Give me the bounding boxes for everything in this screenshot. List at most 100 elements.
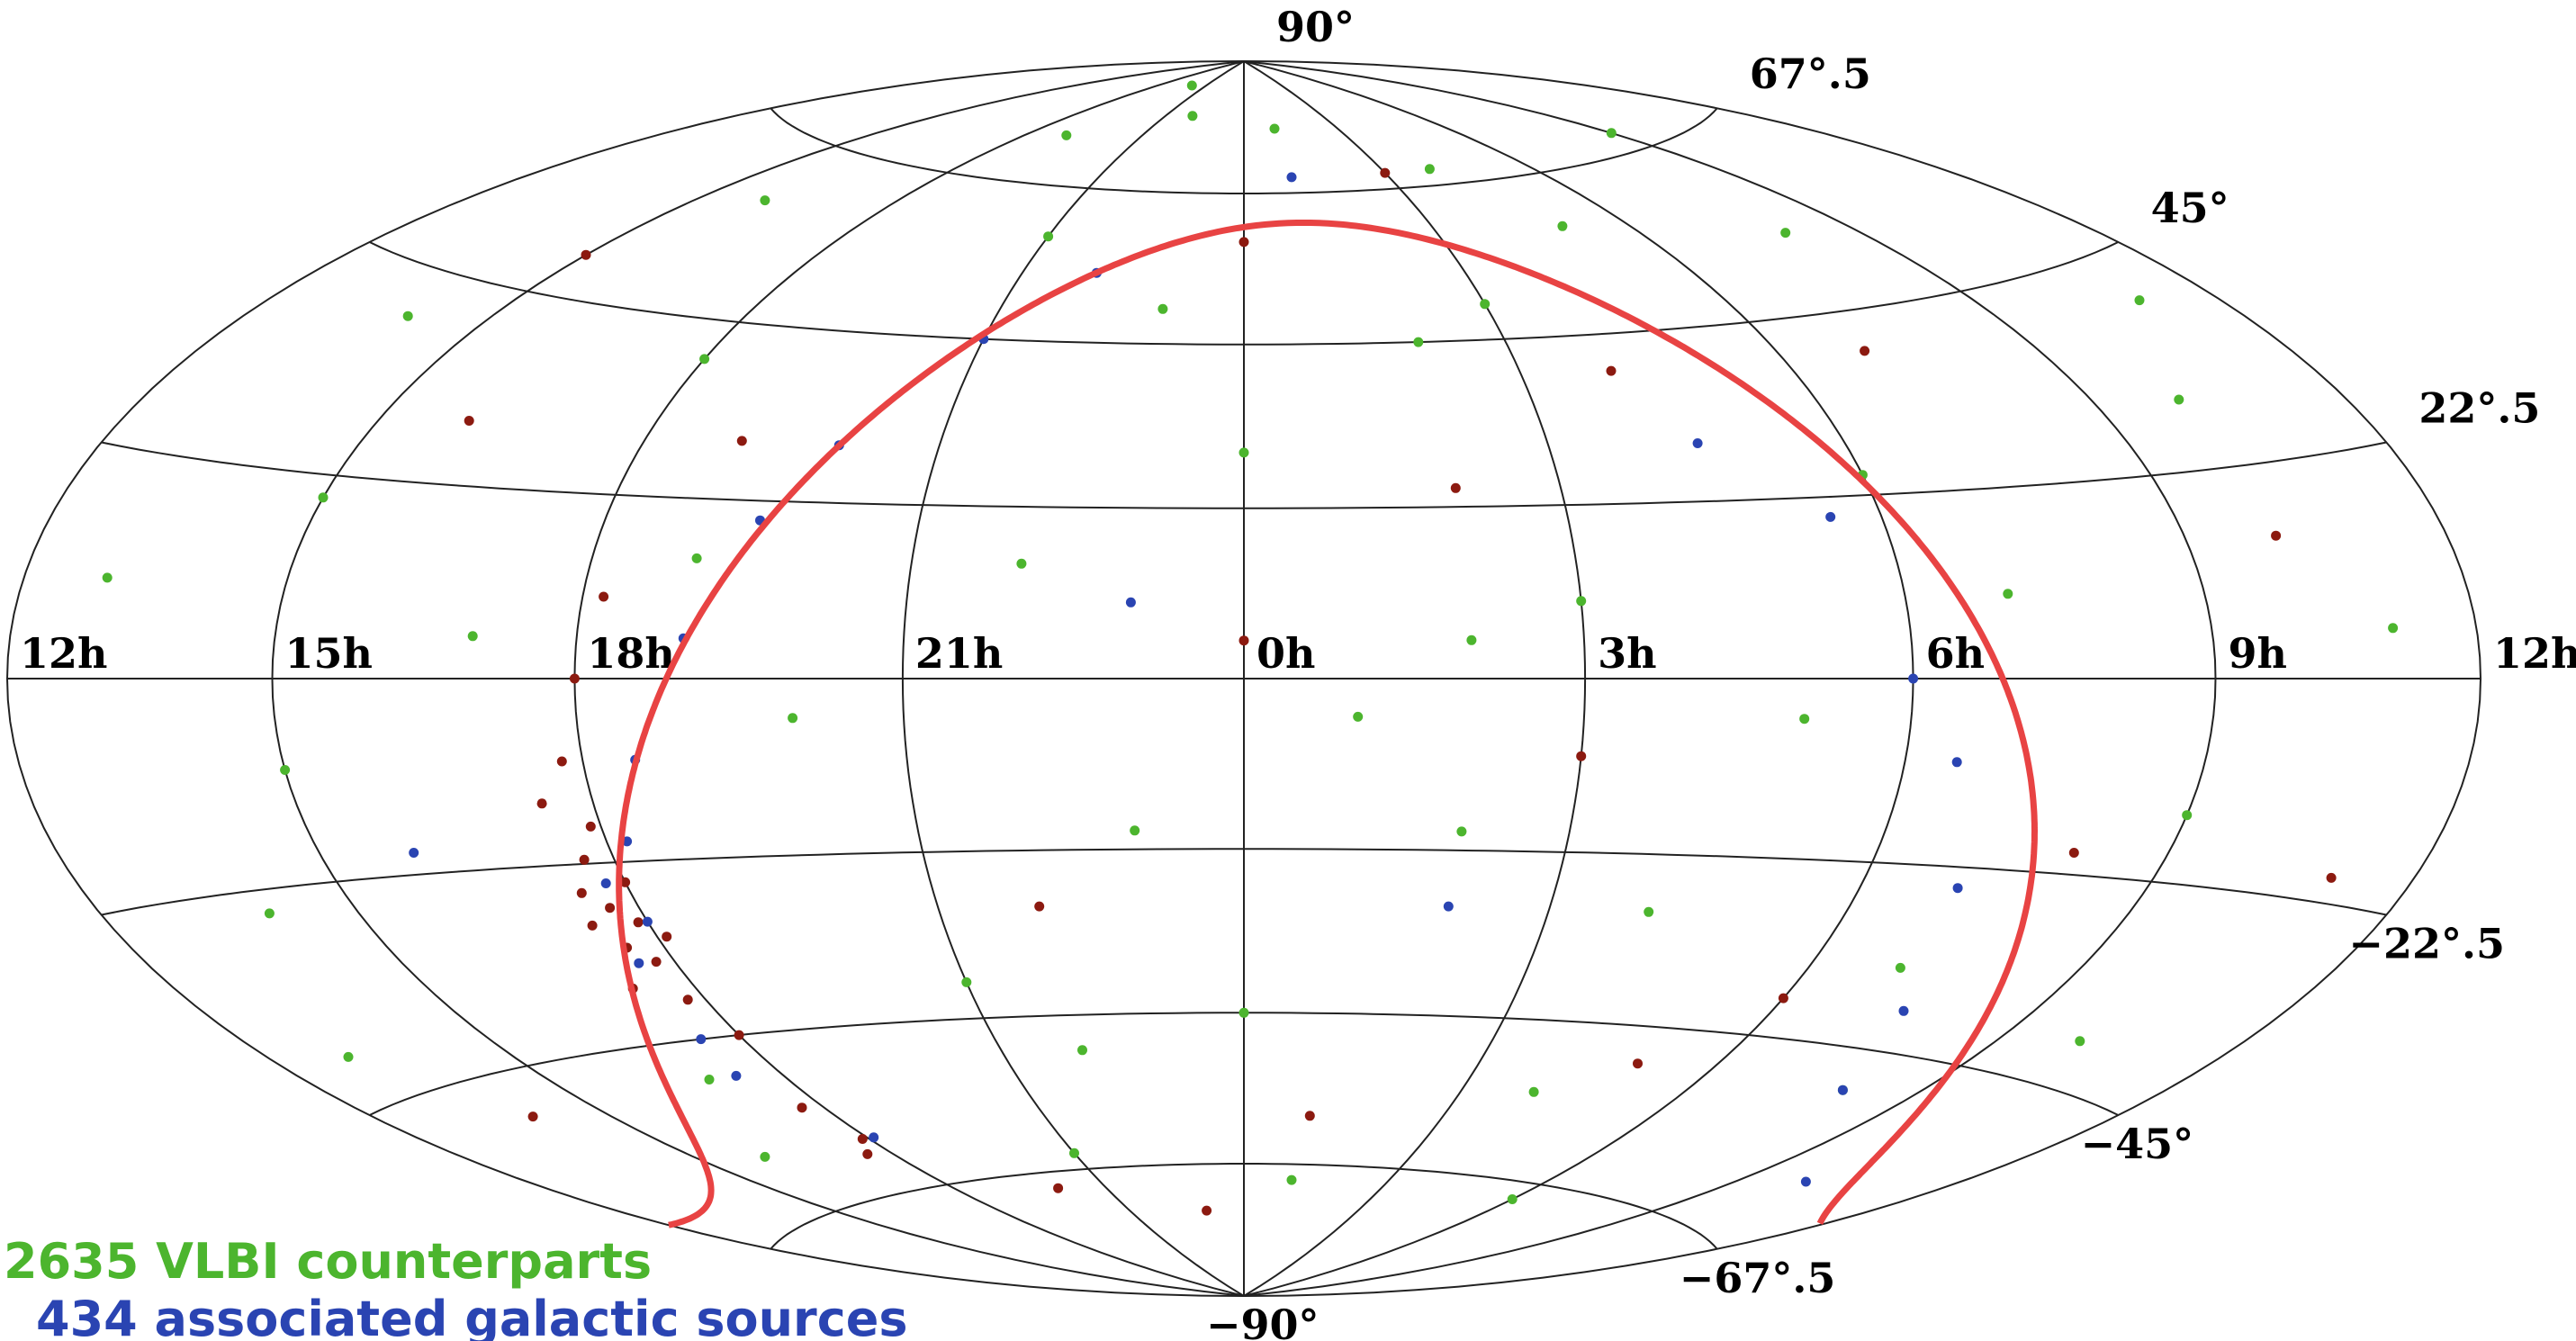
source-dot (1606, 128, 1617, 139)
source-dot (1951, 757, 1962, 768)
meridian (1243, 60, 2482, 1297)
source-dot (760, 1151, 770, 1162)
source-dot (1269, 123, 1280, 134)
galactic-plane (616, 220, 2039, 1228)
source-dot (2271, 530, 2282, 541)
source-dot (1799, 714, 1810, 724)
source-dot (581, 249, 591, 260)
source-dot (2388, 623, 2399, 634)
source-dot (696, 1034, 707, 1045)
source-dot (587, 920, 598, 931)
source-dot (704, 1075, 715, 1084)
source-dot (2075, 1036, 2085, 1047)
parallel (770, 1163, 1718, 1250)
parallel (770, 107, 1718, 194)
source-dot (1606, 365, 1617, 376)
source-dot (699, 354, 710, 364)
source-dot (634, 958, 644, 968)
parallel (101, 848, 2387, 916)
source-dot (961, 976, 972, 987)
source-dot (691, 553, 702, 563)
source-dot (600, 878, 611, 888)
source-dot (605, 903, 616, 914)
source-dot (736, 436, 747, 446)
source-dot (579, 854, 590, 865)
meridian (1243, 60, 2217, 1297)
source-dot (1825, 511, 1836, 522)
source-dot (734, 1030, 744, 1040)
source-dot (1633, 1058, 1643, 1069)
y-tick-label: 90° (1276, 3, 1355, 51)
source-dot (662, 932, 672, 942)
x-tick-label: 12h (2493, 629, 2576, 678)
legend-entry: 434 associated galactic sources (36, 1291, 907, 1341)
y-tick-label: −22°.5 (2348, 920, 2505, 968)
meridian (1243, 60, 1587, 1297)
legend-entry: 2635 VLBI counterparts (4, 1233, 652, 1290)
source-dot (1456, 826, 1467, 837)
source-dot (1450, 482, 1461, 493)
x-tick-label: 6h (1926, 629, 1985, 678)
source-dot (1480, 299, 1491, 310)
source-dot (1202, 1205, 1212, 1216)
y-tick-label: −90° (1206, 1300, 1320, 1341)
source-dot (1413, 337, 1424, 347)
x-tick-label: 9h (2229, 629, 2287, 678)
source-dot (651, 957, 662, 968)
source-dot (731, 1070, 742, 1081)
source-dot (1043, 231, 1054, 242)
source-dot (1125, 597, 1136, 608)
source-dot (1380, 167, 1391, 178)
source-dot (1187, 111, 1198, 122)
x-tick-label: 21h (915, 629, 1003, 678)
source-dot (409, 848, 419, 858)
source-dot (1780, 228, 1791, 238)
source-dot (2068, 848, 2079, 858)
source-dot (2134, 295, 2145, 306)
source-dot (1837, 1084, 1848, 1095)
source-dot (102, 572, 113, 583)
source-dot (797, 1102, 807, 1113)
source-dot (1238, 447, 1249, 458)
source-dot (788, 713, 798, 724)
source-dot (264, 908, 275, 919)
source-dot (1778, 993, 1788, 1004)
y-tick-label: 45° (2151, 184, 2229, 232)
source-dot (2174, 394, 2184, 405)
parallel (101, 441, 2387, 509)
source-dot (1576, 751, 1587, 761)
y-tick-label: −67°.5 (1680, 1254, 1836, 1302)
source-dot (869, 1132, 879, 1143)
parallel (368, 240, 2120, 346)
source-dot (1238, 635, 1249, 646)
source-dot (1860, 346, 1870, 356)
x-tick-label: 18h (587, 629, 674, 678)
source-dot (1424, 164, 1435, 175)
source-dot (1034, 901, 1045, 912)
meridian (271, 60, 1245, 1297)
source-dot (556, 756, 567, 767)
source-dot (527, 1112, 538, 1122)
source-dot (464, 416, 474, 426)
source-dot (1053, 1183, 1064, 1193)
source-dot (1557, 220, 1568, 231)
source-dot (1238, 1007, 1249, 1018)
source-dot (1238, 237, 1249, 248)
source-dot (467, 631, 478, 642)
source-dot (857, 1134, 868, 1144)
source-dot (1507, 1194, 1518, 1204)
source-dot (1576, 596, 1587, 607)
source-dot (1186, 80, 1197, 91)
source-dot (2182, 810, 2193, 821)
source-dot (569, 673, 580, 684)
y-tick-label: 67°.5 (1750, 50, 1871, 98)
source-dot (1069, 1148, 1079, 1158)
source-dot (1016, 558, 1027, 569)
source-dot (1895, 962, 1905, 973)
source-dot (760, 195, 770, 206)
source-dot (1898, 1005, 1909, 1016)
source-dot (402, 310, 413, 321)
x-tick-label: 15h (284, 629, 372, 678)
source-dot (343, 1051, 354, 1062)
